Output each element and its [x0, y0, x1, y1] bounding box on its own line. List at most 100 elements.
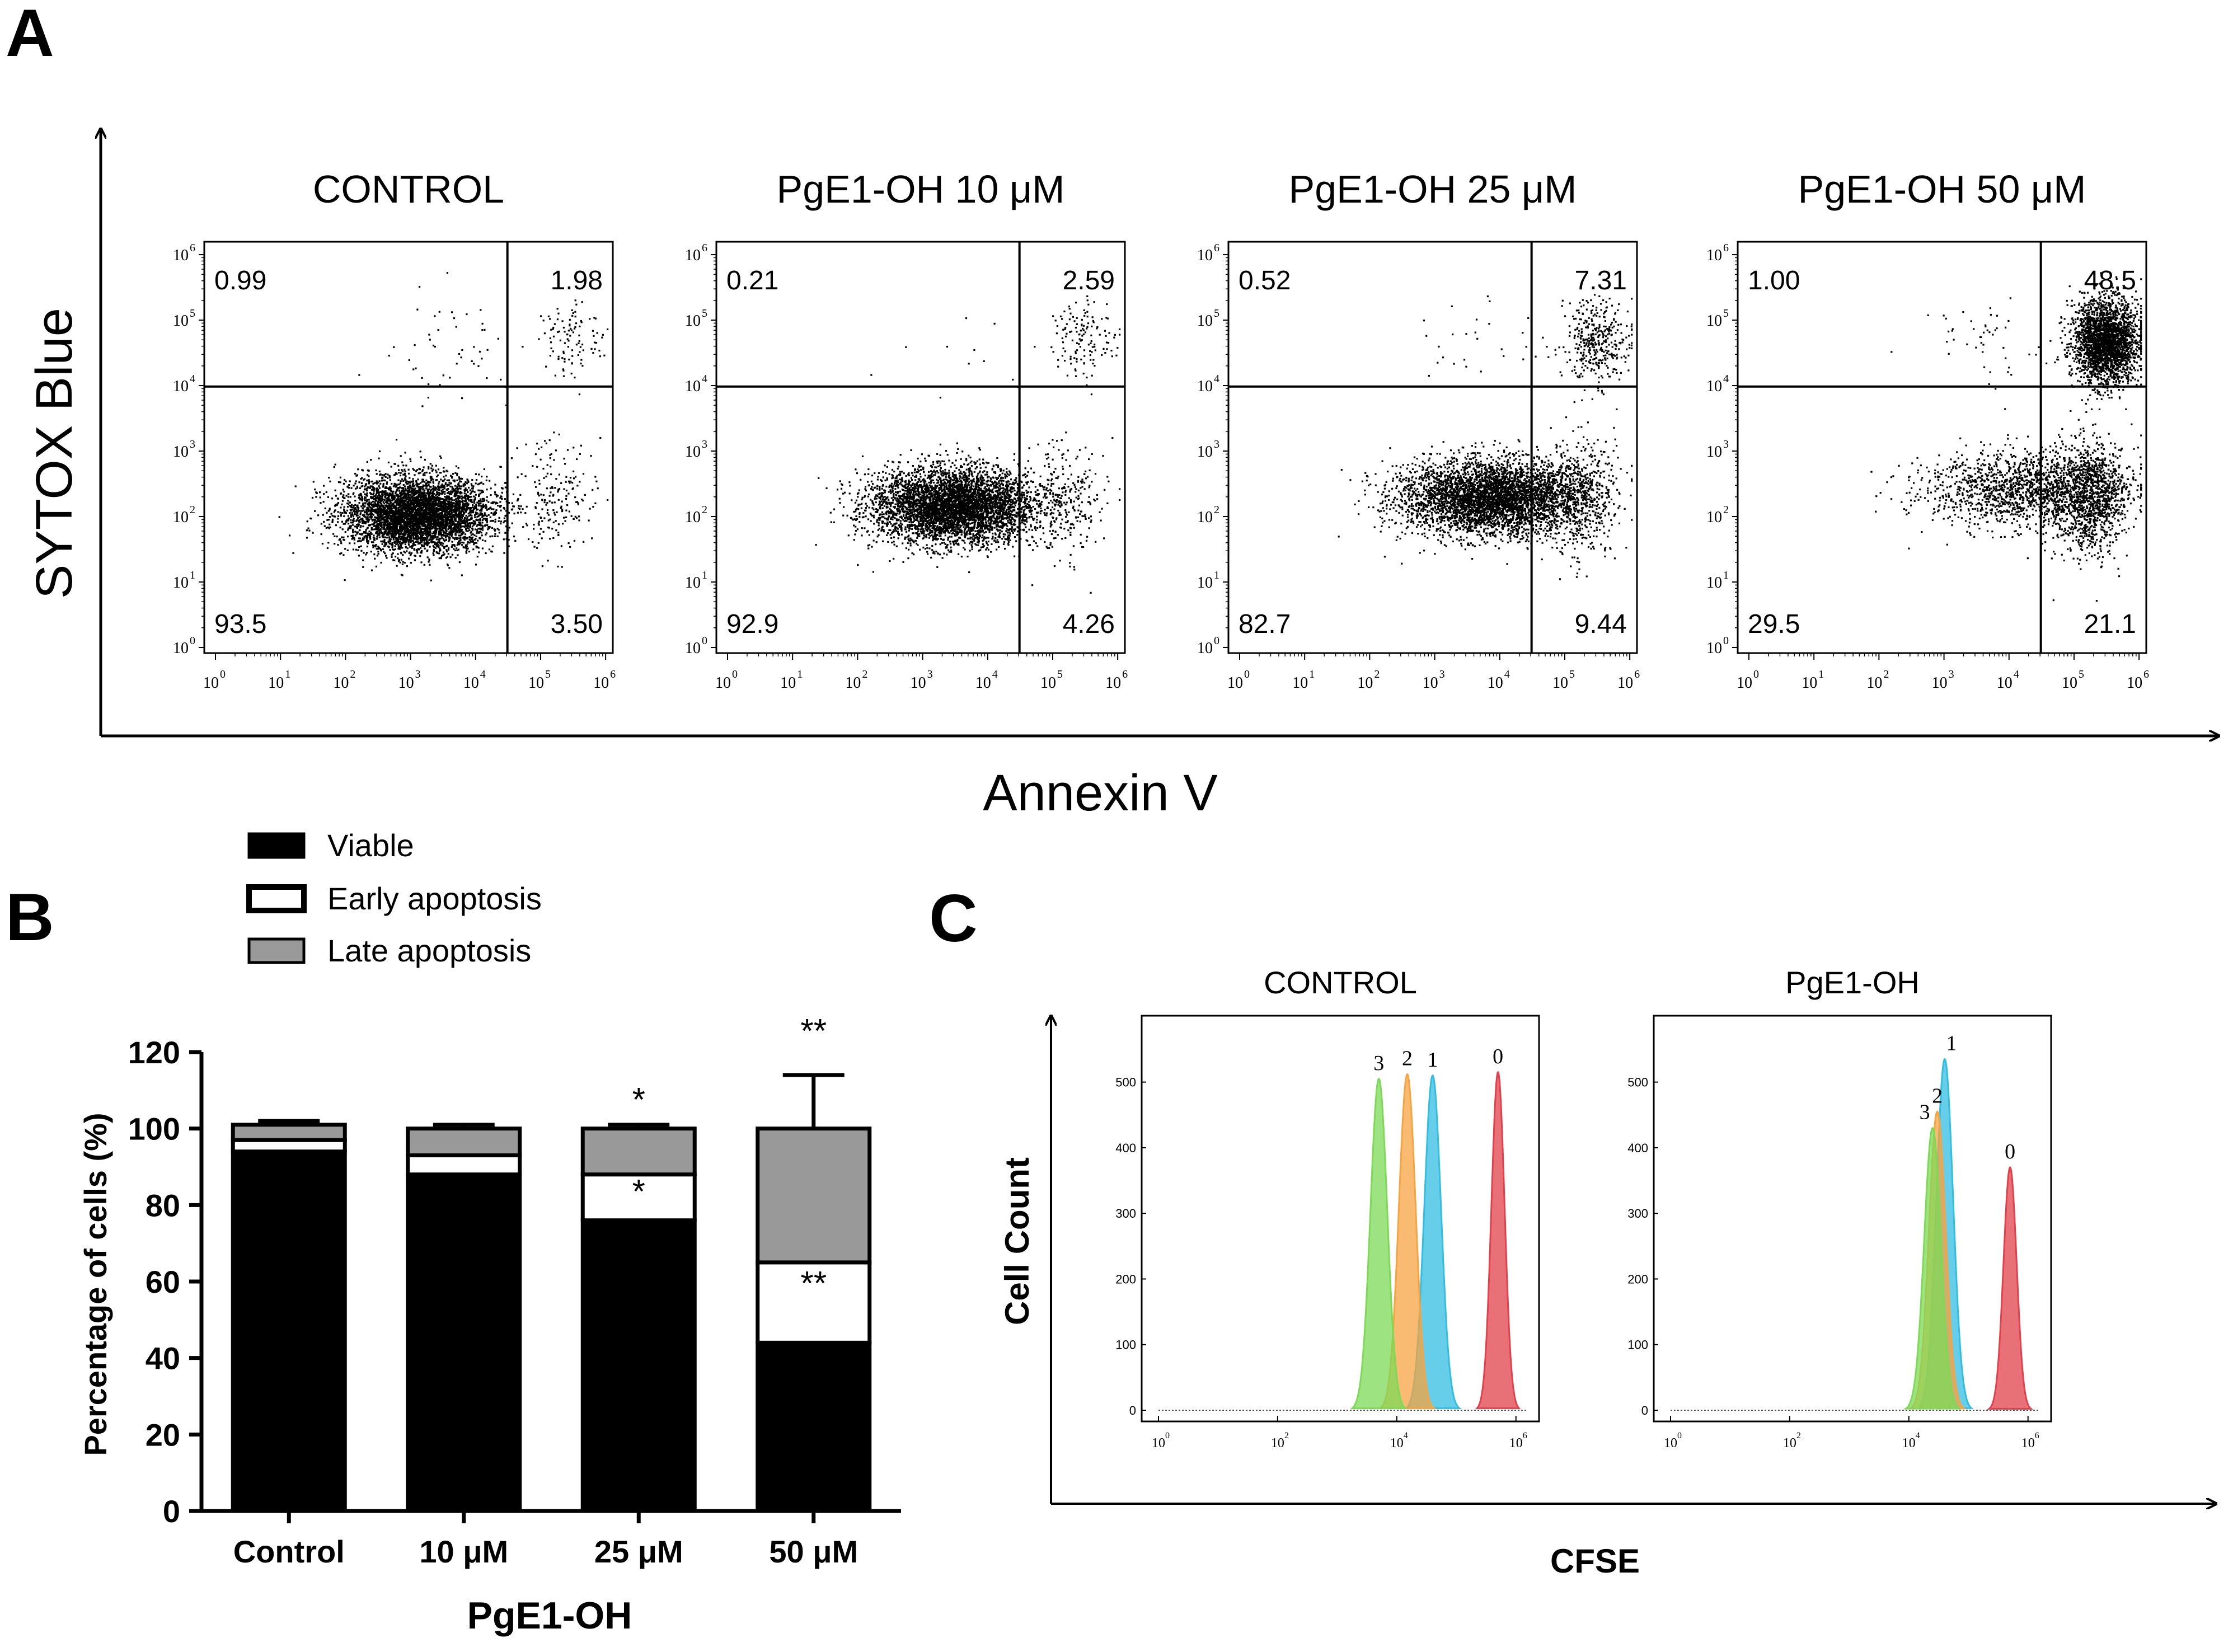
flow-event-dot: [347, 515, 349, 517]
flow-event-dot: [425, 471, 428, 473]
flow-event-dot: [337, 481, 340, 484]
flow-event-dot: [354, 482, 356, 485]
flow-event-dot: [473, 538, 476, 541]
flow-event-dot: [393, 516, 396, 518]
flow-event-dot: [481, 522, 484, 524]
flow-event-dot: [381, 518, 383, 520]
flow-event-dot: [476, 529, 478, 531]
flow-event-dot: [379, 529, 382, 532]
flow-event-dot: [499, 497, 501, 499]
flow-event-dot: [443, 487, 445, 490]
flow-event-dot: [409, 527, 412, 530]
flow-event-dot: [481, 500, 483, 503]
flow-event-dot: [343, 536, 345, 538]
flow-event-dot: [314, 510, 316, 512]
flow-event-dot: [508, 545, 510, 547]
flow-event-dot: [373, 488, 375, 490]
flow-event-dot: [384, 529, 387, 532]
flow-event-dot: [353, 510, 355, 513]
flow-event-dot: [442, 551, 444, 553]
flow-event-dot: [328, 476, 330, 479]
flow-event-dot: [348, 523, 350, 525]
flow-event-dot: [393, 514, 395, 516]
flow-event-dot: [365, 516, 367, 518]
flow-event-dot: [456, 487, 458, 489]
flow-event-dot: [393, 496, 395, 498]
flow-event-dot: [573, 447, 575, 449]
flow-event-dot: [398, 469, 400, 471]
flow-event-dot: [500, 487, 503, 489]
flow-event-dot: [382, 548, 384, 550]
flow-event-dot: [414, 487, 416, 490]
flow-event-dot: [412, 542, 415, 545]
flow-event-dot: [500, 466, 502, 468]
flow-event-dot: [445, 516, 447, 519]
flow-event-dot: [370, 551, 372, 553]
flow-event-dot: [494, 520, 496, 523]
flow-event-dot: [486, 509, 488, 511]
flow-event-dot: [447, 500, 449, 503]
flow-event-dot: [411, 539, 414, 542]
flow-event-dot: [392, 529, 394, 531]
flow-event-dot: [419, 486, 421, 488]
flow-event-dot: [433, 504, 435, 506]
flow-event-dot: [485, 552, 487, 555]
flow-event-dot: [331, 515, 334, 517]
flow-event-dot: [444, 532, 447, 534]
flow-event-dot: [494, 503, 497, 505]
flow-event-dot: [447, 518, 449, 520]
flow-event-dot: [382, 484, 384, 486]
flow-event-dot: [437, 505, 439, 507]
flow-event-dot: [430, 509, 433, 511]
flow-event-dot: [442, 522, 444, 524]
flow-event-dot: [494, 491, 496, 493]
flow-event-dot: [422, 469, 424, 471]
flow-event-dot: [367, 536, 369, 538]
flow-event-dot: [504, 532, 506, 534]
flow-event-dot: [594, 476, 597, 478]
flow-event-dot: [404, 494, 406, 496]
flow-event-dot: [407, 504, 409, 506]
flow-event-dot: [334, 489, 336, 491]
flow-event-dot: [461, 541, 463, 543]
flow-event-dot: [450, 507, 452, 509]
flow-event-dot: [366, 461, 368, 463]
flow-event-dot: [461, 518, 463, 520]
flow-event-dot: [373, 482, 376, 484]
flow-event-dot: [574, 496, 576, 499]
flow-event-dot: [498, 532, 500, 534]
flow-event-dot: [437, 493, 439, 496]
flow-event-dot: [372, 523, 374, 525]
flow-event-dot: [423, 501, 425, 504]
flow-event-dot: [315, 496, 317, 498]
flow-event-dot: [440, 528, 442, 531]
flow-event-dot: [412, 544, 415, 546]
flow-event-dot: [364, 493, 366, 495]
flow-event-dot: [395, 532, 397, 534]
flow-event-dot: [343, 506, 345, 508]
flow-event-dot: [567, 542, 570, 545]
flow-event-dot: [437, 541, 439, 543]
flow-event-dot: [508, 511, 510, 514]
flow-event-dot: [416, 490, 419, 492]
flow-event-dot: [397, 532, 400, 534]
flow-event-dot: [513, 513, 515, 515]
flow-event-dot: [376, 526, 378, 528]
flow-event-dot: [410, 487, 412, 490]
flow-event-dot: [418, 467, 420, 470]
flow-event-dot: [339, 481, 341, 484]
flow-event-dot: [341, 512, 344, 514]
flow-event-dot: [378, 527, 380, 529]
flow-event-dot: [409, 496, 411, 499]
flow-event-dot: [381, 480, 383, 482]
flow-event-dot: [416, 498, 418, 500]
flow-event-dot: [380, 495, 382, 498]
flow-event-dot: [400, 546, 402, 548]
flow-event-dot: [465, 552, 468, 554]
flow-event-dot: [448, 500, 450, 503]
flow-event-dot: [567, 492, 570, 495]
flow-event-dot: [453, 480, 456, 482]
flow-event-dot: [453, 502, 456, 504]
flow-event-dot: [465, 487, 467, 490]
